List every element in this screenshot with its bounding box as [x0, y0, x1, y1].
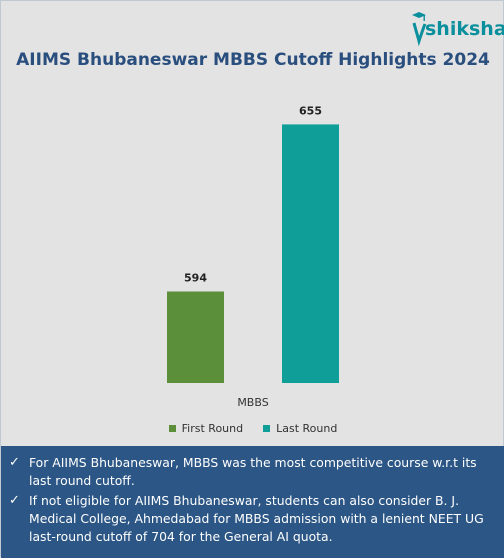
- bar-chart: 594 655 MBBS: [167, 104, 339, 409]
- chart-legend: First Round Last Round: [1, 422, 504, 435]
- bar-first-round: [167, 291, 224, 383]
- note-text: For AIIMS Bhubaneswar, MBBS was the most…: [29, 455, 477, 488]
- note-item: ✓ For AIIMS Bhubaneswar, MBBS was the mo…: [9, 454, 491, 490]
- graduation-cap-icon: [412, 12, 427, 47]
- legend-swatch: [263, 425, 271, 432]
- legend-label: Last Round: [276, 422, 338, 435]
- bar-last-round: [282, 124, 339, 383]
- category-tick-label: MBBS: [237, 396, 268, 409]
- data-label: 594: [184, 271, 207, 284]
- note-text: If not eligible for AIIMS Bhubaneswar, s…: [29, 493, 484, 544]
- shiksha-logo: shiksha: [409, 7, 504, 47]
- brand-name: shiksha: [425, 18, 504, 40]
- legend-label: First Round: [181, 422, 244, 435]
- legend-item: First Round: [168, 422, 244, 435]
- checkmark-icon: ✓: [9, 493, 20, 508]
- checkmark-icon: ✓: [9, 455, 20, 470]
- data-label: 655: [299, 104, 322, 117]
- note-item: ✓ If not eligible for AIIMS Bhubaneswar,…: [9, 492, 491, 546]
- legend-item: Last Round: [263, 422, 337, 435]
- info-panel: ✓ For AIIMS Bhubaneswar, MBBS was the mo…: [1, 446, 504, 558]
- legend-swatch: [168, 425, 176, 432]
- chart-title: AIIMS Bhubaneswar MBBS Cutoff Highlights…: [16, 50, 490, 70]
